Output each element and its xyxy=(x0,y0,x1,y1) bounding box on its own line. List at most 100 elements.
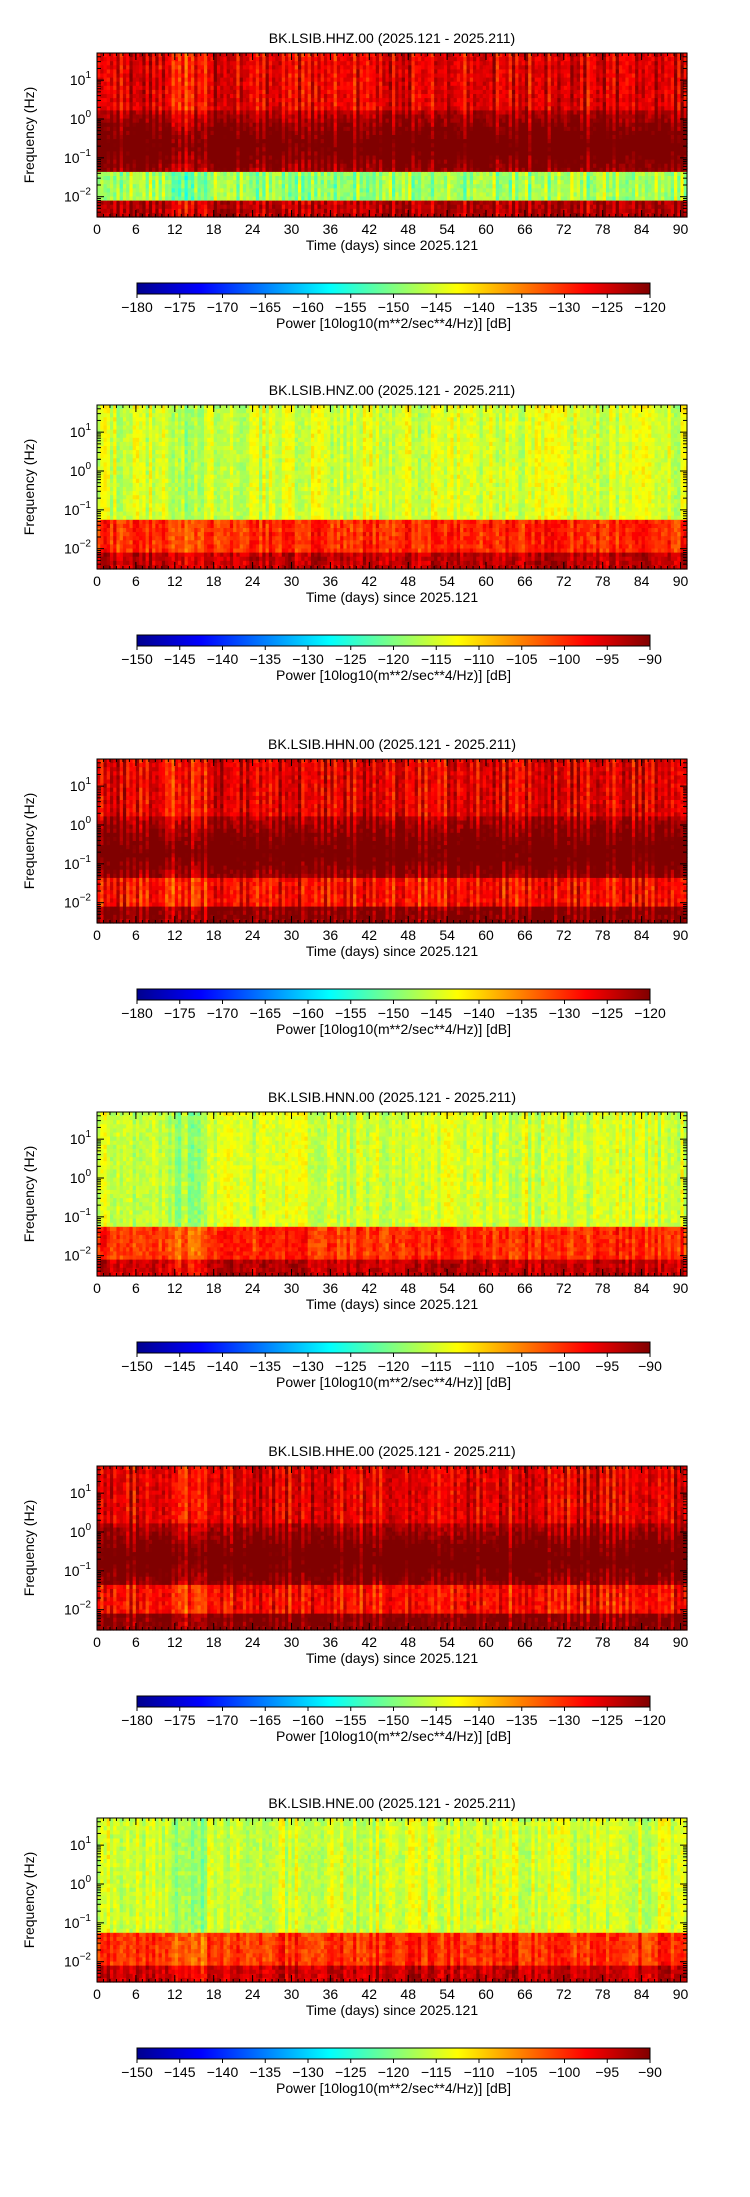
heatmap-cell xyxy=(145,94,150,99)
heatmap-cell xyxy=(207,184,212,189)
heatmap-cell xyxy=(210,114,215,120)
heatmap-cell xyxy=(152,155,156,161)
heatmap-cell xyxy=(97,57,101,62)
heatmap-cell xyxy=(103,77,108,83)
heatmap-cell xyxy=(152,73,156,79)
heatmap-cell xyxy=(207,81,212,87)
heatmap-cell xyxy=(122,65,127,70)
heatmap-cell xyxy=(109,122,114,128)
heatmap-cell xyxy=(142,69,147,75)
heatmap-cell xyxy=(100,53,105,58)
heatmap-cell xyxy=(109,184,114,189)
heatmap-cell xyxy=(135,57,140,62)
heatmap-cell xyxy=(161,106,166,111)
heatmap-cell xyxy=(155,102,160,107)
heatmap-cell xyxy=(113,188,118,193)
heatmap-cell xyxy=(126,180,131,185)
heatmap-cell xyxy=(148,102,153,107)
heatmap-cell xyxy=(126,200,131,206)
heatmap-cell xyxy=(145,184,150,189)
heatmap-cell xyxy=(197,135,202,140)
heatmap-cell xyxy=(122,53,127,58)
heatmap-cell xyxy=(178,73,182,79)
heatmap-cell xyxy=(106,192,111,198)
heatmap-cell xyxy=(139,188,143,193)
heatmap-cell xyxy=(129,106,134,111)
heatmap-cell xyxy=(207,65,212,70)
heatmap-cell xyxy=(181,184,186,189)
heatmap-cell xyxy=(165,77,169,83)
heatmap-cell xyxy=(97,135,101,140)
heatmap-cell xyxy=(132,200,137,206)
heatmap-cell xyxy=(113,81,118,87)
heatmap-cell xyxy=(145,196,150,202)
heatmap-cell xyxy=(184,167,189,173)
heatmap-cell xyxy=(210,139,215,144)
heatmap-cell xyxy=(200,176,205,181)
heatmap-cell xyxy=(148,143,153,148)
heatmap-cell xyxy=(187,126,192,132)
heatmap-cell xyxy=(106,69,111,75)
heatmap-cell xyxy=(161,110,166,116)
heatmap-cell xyxy=(100,180,105,185)
heatmap-cell xyxy=(171,163,176,169)
heatmap-cell xyxy=(142,85,147,91)
chart-title: BK.LSIB.HHZ.00 (2025.121 - 2025.211) xyxy=(269,30,515,46)
heatmap-cell xyxy=(158,135,163,140)
heatmap-cell xyxy=(200,204,205,210)
heatmap-cell xyxy=(203,77,208,83)
heatmap-cell xyxy=(122,126,127,132)
heatmap-cell xyxy=(100,98,105,103)
heatmap-cell xyxy=(171,200,176,206)
heatmap-cell xyxy=(116,114,121,120)
heatmap-cell xyxy=(155,53,160,58)
heatmap-cell xyxy=(203,184,208,189)
heatmap-cell xyxy=(119,73,124,79)
heatmap-cell xyxy=(200,212,205,218)
heatmap-cell xyxy=(184,192,189,198)
heatmap-cell xyxy=(178,143,182,148)
heatmap-cell xyxy=(132,118,137,124)
heatmap-cell xyxy=(109,61,114,66)
heatmap-cell xyxy=(103,98,108,103)
heatmap-cell xyxy=(178,85,182,91)
heatmap-cell xyxy=(213,53,218,58)
heatmap-cell xyxy=(181,102,186,107)
heatmap-cell xyxy=(203,126,208,132)
heatmap-cell xyxy=(126,106,131,111)
heatmap-cell xyxy=(109,196,114,202)
heatmap-cell xyxy=(152,122,156,128)
heatmap-cell xyxy=(113,135,118,140)
heatmap-cells xyxy=(97,53,688,218)
heatmap-cell xyxy=(106,77,111,83)
heatmap-cell xyxy=(210,118,215,124)
heatmap-cell xyxy=(207,200,212,206)
heatmap-cell xyxy=(155,85,160,91)
heatmap-cell xyxy=(152,135,156,140)
heatmap-cell xyxy=(184,176,189,181)
heatmap-cell xyxy=(129,69,134,75)
heatmap-cell xyxy=(97,151,101,157)
heatmap-cell xyxy=(119,143,124,148)
heatmap-cell xyxy=(158,184,163,189)
heatmap-cell xyxy=(181,122,186,128)
heatmap-cell xyxy=(191,151,195,157)
heatmap-cell xyxy=(158,151,163,157)
heatmap-cell xyxy=(165,167,169,173)
heatmap-cell xyxy=(187,94,192,99)
heatmap-cell xyxy=(161,167,166,173)
heatmap-cell xyxy=(122,94,127,99)
heatmap-cell xyxy=(194,130,199,136)
heatmap-cell xyxy=(207,204,212,210)
heatmap-cell xyxy=(103,204,108,210)
heatmap-cell xyxy=(113,85,118,91)
heatmap-cell xyxy=(191,118,195,124)
heatmap-cell xyxy=(191,204,195,210)
heatmap-cell xyxy=(126,188,131,193)
heatmap-cell xyxy=(161,89,166,95)
heatmap-cell xyxy=(161,196,166,202)
heatmap-cell xyxy=(158,130,163,136)
heatmap-cell xyxy=(132,89,137,95)
heatmap-cell xyxy=(184,106,189,111)
heatmap-cell xyxy=(139,106,143,111)
